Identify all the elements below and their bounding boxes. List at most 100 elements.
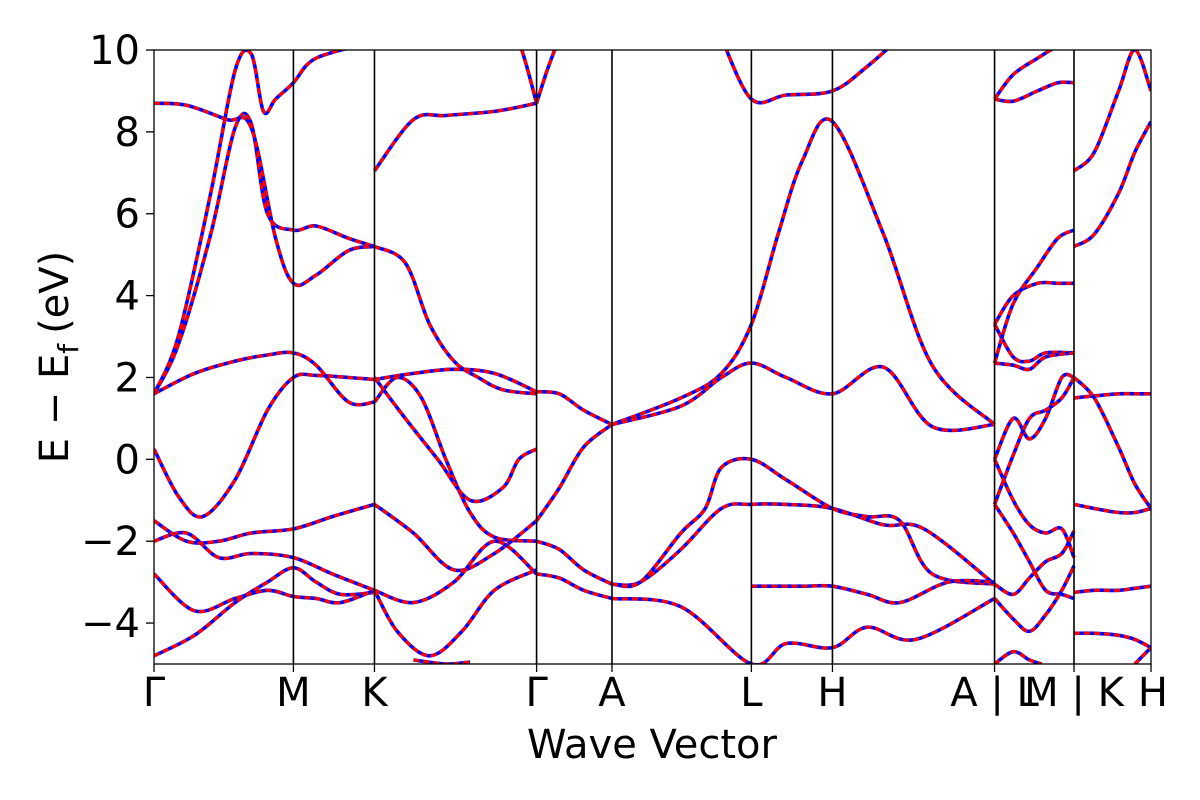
y-tick-label-6: 8	[115, 110, 140, 156]
y-tick-label-0: −4	[81, 601, 140, 647]
band-line-blue-s0-b12	[373, 375, 537, 543]
band-line-red-s3-b4	[994, 80, 1075, 104]
y-axis-ticks: −4 −2 0 2 4 6 8 10	[81, 28, 154, 647]
band-line-red-s4-b1	[1073, 120, 1151, 248]
band-line-red-s3-b2	[993, 280, 1074, 326]
band-line-blue-s0-b7	[154, 50, 348, 395]
x-tick-label-1: M	[276, 670, 311, 716]
band-line-blue-s4-b1	[1073, 120, 1151, 249]
band-line-red-s0-b9	[373, 101, 537, 172]
band-line-red-s2-b4	[611, 596, 996, 664]
band-line-red-s2-b1	[611, 361, 995, 432]
x-tick-label-6: H	[817, 670, 847, 716]
band-line-red-s4-b0	[1072, 50, 1151, 173]
band-line-blue-s2-b2	[611, 502, 996, 588]
band-line-red-s0-b7	[154, 50, 348, 395]
band-line-blue-s2-b3	[611, 456, 995, 589]
band-line-blue-s0-b18	[519, 50, 539, 104]
band-line-red-s3-b12	[993, 650, 1043, 664]
band-line-red-s3-b8	[993, 458, 1076, 559]
band-line-red-s1-b4	[535, 50, 557, 104]
y-tick-label-3: 2	[115, 355, 140, 401]
band-line-red-s0-b10	[373, 245, 537, 396]
bands-layer	[154, 50, 1151, 664]
band-line-red-s4-b6	[1073, 631, 1151, 650]
band-line-red-s4-b5	[1073, 584, 1151, 594]
y-tick-label-7: 10	[89, 28, 140, 74]
band-line-red-s2-b3	[611, 456, 995, 589]
band-line-blue-s0-b10	[373, 244, 537, 396]
band-line-red-s4-b2	[1073, 392, 1151, 400]
y-axis-label-main: E − E	[32, 354, 78, 464]
band-line-red-s3-b11	[993, 565, 1076, 633]
y-tick-label-5: 6	[115, 192, 140, 238]
x-axis-label: Wave Vector	[527, 722, 778, 768]
x-tick-label-2: K	[361, 670, 389, 716]
y-axis-label: E − Ef (eV)	[32, 251, 85, 464]
x-tick-label-3: Γ	[525, 670, 548, 716]
band-line-red-s0-b2	[154, 530, 376, 592]
y-tick-label-1: −2	[81, 519, 140, 565]
band-line-blue-s3-b11	[993, 565, 1076, 634]
band-line-red-s4-b3	[1072, 376, 1151, 510]
band-line-red-s0-b0	[154, 566, 375, 658]
band-line-red-s3-b5	[993, 50, 1054, 101]
band-line-blue-s3-b10	[993, 530, 1076, 597]
band-line-red-s4-b7	[1133, 646, 1151, 664]
band-line-blue-s2-b0	[611, 117, 996, 427]
band-line-red-s1-b1	[536, 539, 613, 586]
band-line-blue-s2-b5	[751, 578, 995, 605]
band-line-blue-s3-b3	[992, 228, 1075, 364]
plot-frame	[153, 49, 1152, 665]
band-line-red-s3-b1	[994, 351, 1075, 372]
band-line-red-s3-b3	[993, 228, 1075, 364]
band-line-blue-s4-b6	[1073, 631, 1151, 650]
band-line-blue-s3-b12	[993, 649, 1043, 664]
band-line-red-s3-b7	[993, 376, 1076, 505]
band-line-blue-s1-b3	[536, 389, 613, 427]
band-line-blue-s1-b0	[536, 572, 613, 601]
x-tick-label-8: M | K	[1024, 670, 1125, 716]
band-line-red-s3-b9	[993, 503, 1075, 601]
band-line-red-s2-b0	[611, 117, 996, 426]
band-line-blue-s0-b0	[154, 566, 375, 658]
band-line-red-s0-b4	[154, 372, 375, 519]
x-tick-label-7: A | L	[950, 670, 1039, 716]
band-line-red-s0-b18	[520, 50, 539, 104]
y-tick-label-2: 0	[115, 437, 140, 483]
band-line-red-s1-b3	[536, 390, 613, 426]
y-axis-label-sub: f	[52, 343, 85, 354]
band-line-red-s0-b5	[154, 350, 375, 407]
band-line-red-s2-b2	[611, 502, 996, 587]
band-line-blue-s3-b6	[992, 372, 1075, 461]
band-line-red-s0-b14	[373, 503, 538, 573]
band-line-blue-s3-b5	[993, 50, 1055, 101]
band-line-red-s0-b15	[373, 539, 538, 605]
band-line-red-s1-b2	[535, 423, 613, 522]
y-axis-label-unit: (eV)	[32, 251, 78, 334]
x-axis-ticks: Γ M K Γ A L H A | LM | K H	[143, 664, 1168, 716]
band-line-red-s0-b17	[413, 658, 471, 664]
band-line-red-s3-b0	[993, 323, 1075, 364]
band-line-red-s0-b1	[154, 572, 376, 614]
band-line-red-s0-b16	[373, 568, 538, 658]
band-line-red-s0-b12	[373, 375, 537, 543]
band-line-red-s2-b5	[751, 579, 995, 605]
band-line-blue-s3-b0	[993, 323, 1075, 364]
band-line-red-s3-b6	[993, 372, 1075, 460]
y-tick-label-4: 4	[115, 274, 140, 320]
band-line-red-s2-b6	[724, 50, 889, 105]
x-tick-label-5: L	[740, 670, 763, 716]
x-tick-label-0: Γ	[143, 670, 166, 716]
band-line-red-s4-b4	[1073, 502, 1151, 515]
band-line-blue-s0-b14	[373, 502, 538, 573]
x-tick-label-9: H	[1138, 670, 1168, 716]
band-line-red-s0-b3	[154, 502, 375, 545]
band-line-red-s3-b10	[993, 530, 1076, 597]
band-line-red-s0-b11	[374, 367, 538, 394]
x-tick-label-4: A	[598, 670, 626, 716]
band-line-blue-s1-b2	[535, 423, 614, 522]
band-line-red-s0-b13	[373, 376, 538, 503]
high-symmetry-lines	[292, 50, 1075, 664]
